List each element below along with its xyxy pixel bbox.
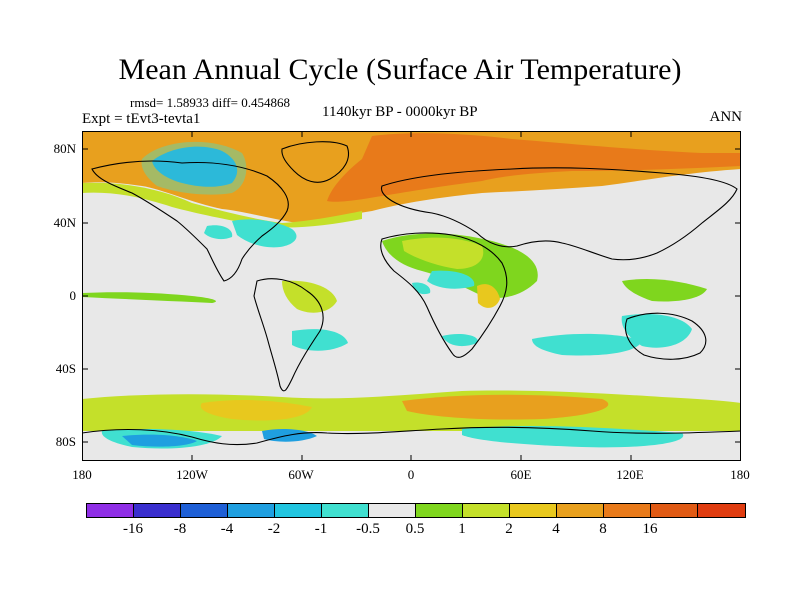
lon-label-120w: 120W (176, 467, 208, 482)
colorbar-box (181, 504, 228, 517)
south-atlantic-cool (442, 333, 478, 347)
colorbar-label: -4 (220, 521, 234, 537)
north-america-outline (91, 160, 289, 282)
lat-label-80n: 80N (53, 141, 76, 156)
anomaly-map (82, 131, 741, 461)
south-pacific-cool (292, 329, 348, 351)
colorbar (86, 503, 746, 518)
colorbar-label: -8 (173, 521, 187, 537)
southern-ocean-strong-warm (402, 394, 609, 420)
colorbar-label: 16 (642, 521, 658, 537)
map-panel (82, 131, 741, 461)
lat-label-40s: 40S (55, 361, 76, 376)
equatorial-green-band (82, 292, 216, 303)
plot-title: Mean Annual Cycle (Surface Air Temperatu… (118, 53, 682, 86)
colorbar-box (134, 504, 181, 517)
africa-outline (380, 232, 508, 358)
colorbar-box (416, 504, 463, 517)
colorbar-label: 1 (458, 521, 466, 537)
antarctic-cool-2 (462, 426, 684, 448)
colorbar-label: -1 (314, 521, 328, 537)
namerica-cool-patch (232, 219, 297, 248)
stats-text: rmsd= 1.58933 diff= 0.454868 (130, 95, 290, 110)
lat-label-80s: 80S (55, 434, 76, 449)
antarctica-outline (82, 426, 741, 446)
northern-green-band (82, 182, 362, 228)
africa-yellow-band (402, 237, 484, 269)
east-africa-warm (477, 284, 500, 308)
colorbar-box (510, 504, 557, 517)
colorbar-label: -16 (123, 521, 143, 537)
colorbar-box (275, 504, 322, 517)
lon-label-180w: 180 (72, 467, 92, 482)
colorbar-box (463, 504, 510, 517)
coastlines (82, 141, 741, 446)
eurasia-outline (380, 167, 738, 261)
lon-label-60w: 60W (288, 467, 314, 482)
colorbar-label: -2 (267, 521, 281, 537)
axis-ticks (82, 131, 741, 461)
greenland-cool (141, 141, 247, 195)
tropical-cool-patch (427, 270, 475, 289)
colorbar-box (322, 504, 369, 517)
southern-ocean-warm (200, 400, 312, 421)
colorbar-box (604, 504, 651, 517)
antarctic-cold-1 (122, 434, 197, 447)
colorbar-label: -0.5 (356, 521, 380, 537)
colorbar-box (698, 504, 745, 517)
indian-ocean-cool (532, 333, 642, 356)
greenland-cold (152, 146, 238, 187)
greenland-outline (281, 141, 349, 183)
pacific-cool-patch (204, 225, 233, 240)
australia-outline (625, 312, 707, 360)
australia-cool (621, 313, 692, 348)
season-label: ANN (709, 109, 743, 125)
colorbar-box (369, 504, 416, 517)
indo-pacific-green (622, 278, 707, 302)
arctic-strong-warm (327, 133, 741, 202)
colorbar-box (228, 504, 275, 517)
lat-label-40n: 40N (53, 215, 76, 230)
experiment-label: Expt = tEvt3-tevta1 (82, 111, 201, 127)
south-america-green (282, 280, 337, 313)
period-subtitle: 1140kyr BP - 0000kyr BP (322, 104, 478, 120)
lon-label-180e: 180 (730, 467, 750, 482)
colorbar-label: 0.5 (405, 521, 425, 537)
colorbar-label: 8 (599, 521, 607, 537)
colorbar-box (651, 504, 698, 517)
lat-label-0: 0 (69, 288, 77, 303)
south-america-outline (253, 278, 324, 392)
lon-label-120e: 120E (616, 467, 644, 482)
colorbar-box (87, 504, 134, 517)
colorbar-box (557, 504, 604, 517)
colorbar-label: 4 (552, 521, 560, 537)
colorbar-label: 2 (505, 521, 513, 537)
lon-label-60e: 60E (510, 467, 532, 482)
lon-label-0: 0 (407, 467, 415, 482)
